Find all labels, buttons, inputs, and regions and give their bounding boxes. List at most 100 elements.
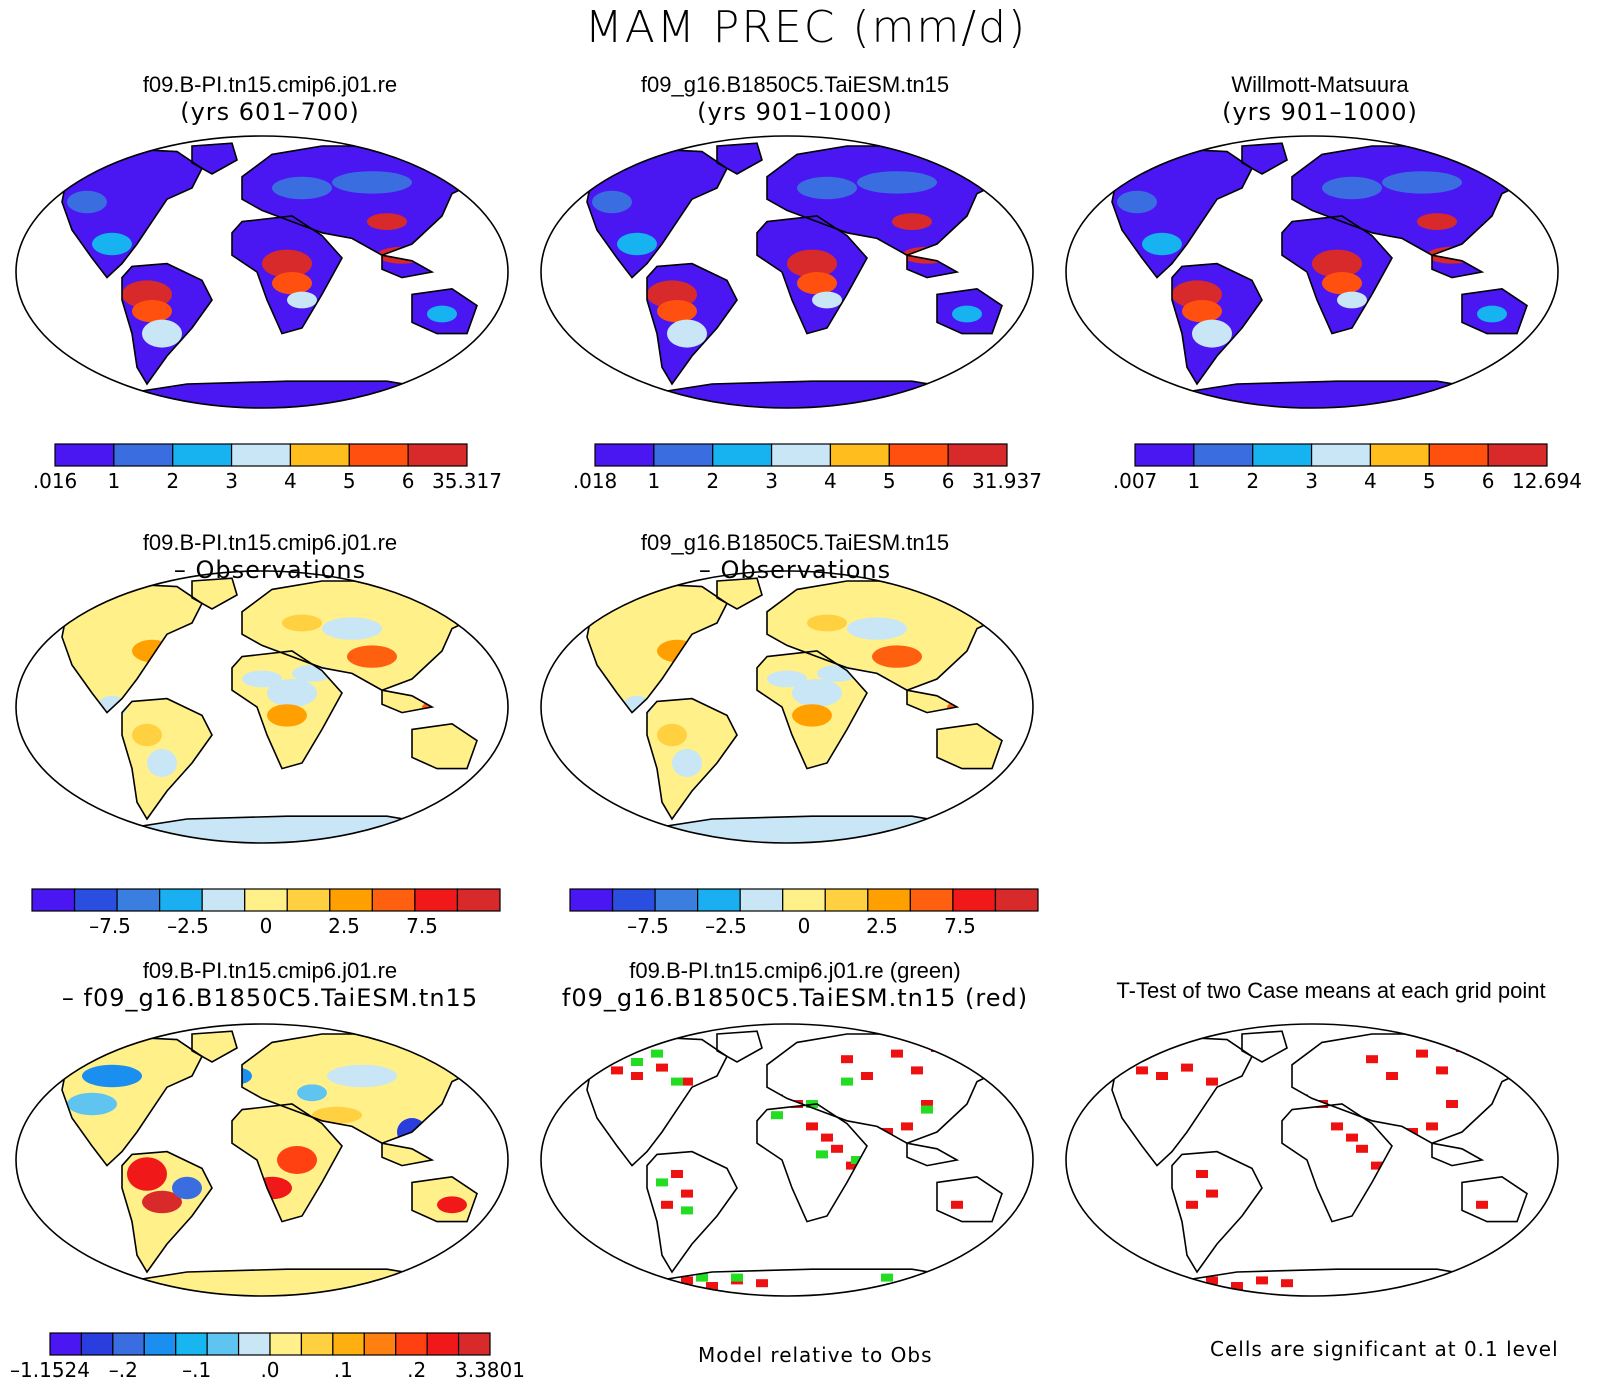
precip-field-patch <box>82 1064 142 1088</box>
colorbar-swatch <box>80 1332 114 1356</box>
colorbar-swatch <box>237 1332 271 1356</box>
precip-field-patch <box>1322 272 1362 295</box>
significant-cell-red <box>831 1144 843 1153</box>
map-panel-3 <box>1062 132 1562 412</box>
precip-field-patch <box>312 1106 362 1124</box>
colorbar-tick-label: –.1 <box>182 1358 211 1382</box>
panel-8-title: T-Test of two Case means at each grid po… <box>1116 978 1546 1003</box>
map-panel-6 <box>12 1020 512 1300</box>
precip-field-patch <box>792 704 832 727</box>
colorbar-tick-label: 3.3801 <box>455 1358 525 1382</box>
significant-cell-red <box>681 1276 693 1285</box>
colorbar-tick-label: .1 <box>334 1358 353 1382</box>
landmass-eurasia <box>767 146 1012 256</box>
colorbar-1: .016 1 2 3 4 5 6 35.317 <box>33 443 502 496</box>
significant-cell-red <box>921 1100 933 1108</box>
colorbar-swatch <box>654 888 699 912</box>
coastline-greenland <box>191 142 238 175</box>
significant-cell-red <box>656 1063 668 1072</box>
panel-title-1: f09.B-PI.tn15.cmip6.j01.re (yrs 601–700) <box>0 72 540 126</box>
panel-6-case-name: f09.B-PI.tn15.cmip6.j01.re <box>142 958 398 983</box>
precip-field-patch <box>182 221 202 233</box>
significant-cell-red <box>1426 1122 1438 1131</box>
figure-title: MAM PREC (mm/d) <box>584 2 1028 53</box>
precip-field-patch <box>1362 207 1412 225</box>
landmass-eurasia <box>242 146 487 256</box>
significant-cell-red <box>1196 1170 1208 1178</box>
precip-field-patch <box>657 639 697 663</box>
significant-cell-red <box>671 1170 683 1178</box>
precip-field-patch <box>172 1176 202 1200</box>
colorbar-tick-label: .0 <box>260 1358 279 1382</box>
map-panel-2 <box>537 132 1037 412</box>
coastline-seasia <box>381 1142 435 1167</box>
landmass-namerica <box>62 148 202 278</box>
precip-field-patch <box>272 176 332 200</box>
map-border <box>15 1023 509 1297</box>
precip-field-patch <box>847 617 907 640</box>
precip-field-patch <box>872 645 922 668</box>
precip-field-patch <box>672 749 702 777</box>
colorbar-4: –7.5 –2.5 0 2.5 7.5 <box>31 888 501 941</box>
landmass-namerica <box>587 583 727 713</box>
precip-field-patch <box>707 221 727 233</box>
colorbar-swatch <box>113 443 174 467</box>
colorbar-swatch <box>952 888 997 912</box>
colorbar-swatch <box>54 443 115 467</box>
colorbar-swatch <box>300 1332 334 1356</box>
precip-field-patch <box>1282 230 1342 247</box>
colorbar-tick-label: 4 <box>824 469 837 493</box>
colorbar-tick-label: 4 <box>284 469 297 493</box>
significant-cell-red <box>871 1184 883 1192</box>
coastline-africa <box>231 215 343 335</box>
colorbar-swatch <box>407 443 468 467</box>
colorbar-swatch <box>782 888 826 912</box>
colorbar-tick-label: 2.5 <box>328 914 360 938</box>
landmass-eurasia <box>1292 1034 1537 1144</box>
significant-cell-red <box>961 1156 973 1164</box>
significant-cell-green <box>631 1058 643 1066</box>
significant-cell-red <box>1416 1049 1428 1058</box>
colorbar-swatch <box>329 888 373 912</box>
landmass-africa <box>757 1104 867 1222</box>
precip-field-patch <box>147 749 177 777</box>
significant-cell-green <box>656 1178 668 1187</box>
landmass-greenland <box>717 578 762 609</box>
coastline-greenland <box>191 1030 238 1063</box>
colorbar-tick-label: 4 <box>1364 469 1377 493</box>
precip-field-patch <box>767 670 807 688</box>
landmass-australia <box>412 723 477 769</box>
landmass-namerica <box>62 583 202 713</box>
coastline-seasia <box>906 689 960 714</box>
significant-cell-red <box>756 1279 768 1288</box>
significant-cell-red <box>1331 1122 1343 1131</box>
colorbar-tick-label: –2.5 <box>167 914 209 938</box>
colorbar-swatch <box>244 888 288 912</box>
precip-field-patch <box>657 723 687 747</box>
colorbar-tick-label: 1 <box>107 469 120 493</box>
precip-field-patch <box>67 1092 117 1116</box>
precip-field-patch <box>287 291 317 309</box>
coastline-greenland <box>1241 142 1288 175</box>
significant-cell-red <box>611 1066 623 1075</box>
coastline-australia <box>411 287 478 335</box>
coastline-australia <box>936 722 1003 770</box>
colorbar-swatch <box>824 888 869 912</box>
colorbar-swatch <box>994 888 1039 912</box>
panel-title-2: f09_g16.B1850C5.TaiESM.tn15 (yrs 901–100… <box>525 72 1065 126</box>
colorbar-swatch <box>1252 443 1313 467</box>
significant-cell-red <box>681 1077 693 1086</box>
colorbar-swatch <box>712 443 773 467</box>
colorbar-swatch <box>414 888 459 912</box>
coastline-samerica <box>646 1150 738 1274</box>
precip-field-patch <box>292 665 332 682</box>
coastline-samerica <box>121 697 213 821</box>
significant-cell-green <box>681 1206 693 1215</box>
significant-cell-red <box>1206 1077 1218 1086</box>
map-panel-7 <box>537 1020 1037 1300</box>
significant-cell-red <box>1366 1055 1378 1064</box>
significant-cell-red <box>1386 1072 1398 1080</box>
panel-2-case-name: f09_g16.B1850C5.TaiESM.tn15 <box>640 72 950 97</box>
coastline-namerica <box>61 147 204 279</box>
precip-field-patch <box>332 171 412 194</box>
